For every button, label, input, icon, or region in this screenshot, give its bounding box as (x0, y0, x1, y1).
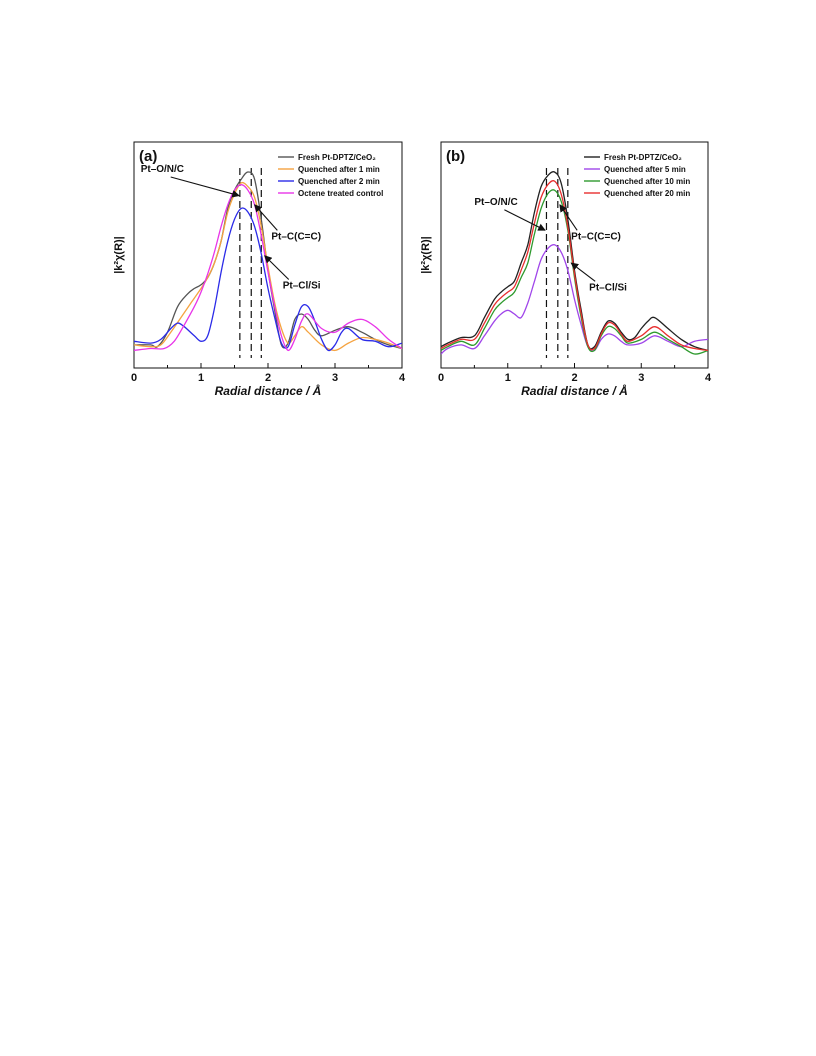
series-line-0 (134, 171, 402, 350)
annotation-arrow-1 (559, 204, 578, 231)
legend-entry-0: Fresh Pt-DPTZ/CeO₂ (604, 153, 682, 162)
series-line-3 (134, 184, 402, 352)
panel-label: (b) (446, 148, 465, 165)
x-tick-label: 1 (505, 372, 511, 384)
annotation-1: Pt–C(C=C) (571, 231, 621, 242)
series-line-0 (441, 171, 708, 352)
x-tick-label: 4 (705, 372, 712, 384)
x-tick-label: 3 (332, 372, 338, 384)
annotation-2: Pt–Cl/Si (589, 282, 627, 293)
plot-frame (133, 141, 403, 369)
x-axis-title: Radial distance / Å (215, 384, 322, 398)
legend-entry-0: Fresh Pt-DPTZ/CeO₂ (298, 153, 376, 162)
x-tick-label: 0 (131, 372, 137, 384)
series-group (441, 171, 708, 355)
annotation-arrow-0 (504, 209, 546, 231)
series-line-1 (441, 244, 708, 355)
chart-panel-b: 0 1 2 3 4 Radial distance / Å |k²χ(R)| (b) Fresh… (420, 141, 712, 398)
panel-label: (a) (139, 148, 157, 165)
annotation-arrow-1 (254, 204, 278, 231)
annotation-arrow-2 (570, 262, 596, 282)
annotation-0: Pt–O/N/C (141, 164, 184, 175)
x-tick-label: 2 (571, 372, 577, 384)
legend-entry-2: Quenched after 2 min (298, 177, 380, 186)
annotation-1: Pt–C(C=C) (271, 231, 321, 242)
x-axis-title: Radial distance / Å (521, 384, 628, 398)
legend-entry-2: Quenched after 10 min (604, 177, 690, 186)
chart-panel-a: 0 1 2 3 4 Radial distance / Å |k²χ(R)| (a) Fresh… (113, 141, 406, 398)
series-line-2 (441, 189, 708, 355)
annotation-arrow-2 (264, 255, 290, 280)
x-tick-label: 3 (638, 372, 644, 384)
x-tick-label: 4 (399, 372, 406, 384)
legend-entry-3: Octene treated control (298, 189, 383, 198)
annotation-0: Pt–O/N/C (474, 197, 517, 208)
y-axis-title: |k²χ(R)| (113, 236, 125, 274)
annotation-2: Pt–Cl/Si (283, 280, 321, 291)
series-line-2 (134, 207, 402, 352)
x-tick-label: 1 (198, 372, 204, 384)
legend-entry-1: Quenched after 1 min (298, 165, 380, 174)
y-axis-title: |k²χ(R)| (420, 236, 432, 274)
legend-entry-3: Quenched after 20 min (604, 189, 690, 198)
annotation-arrow-0 (170, 176, 240, 198)
legend-entry-1: Quenched after 5 min (604, 165, 686, 174)
series-group (134, 171, 402, 352)
x-tick-label: 0 (438, 372, 444, 384)
x-tick-label: 2 (265, 372, 271, 384)
